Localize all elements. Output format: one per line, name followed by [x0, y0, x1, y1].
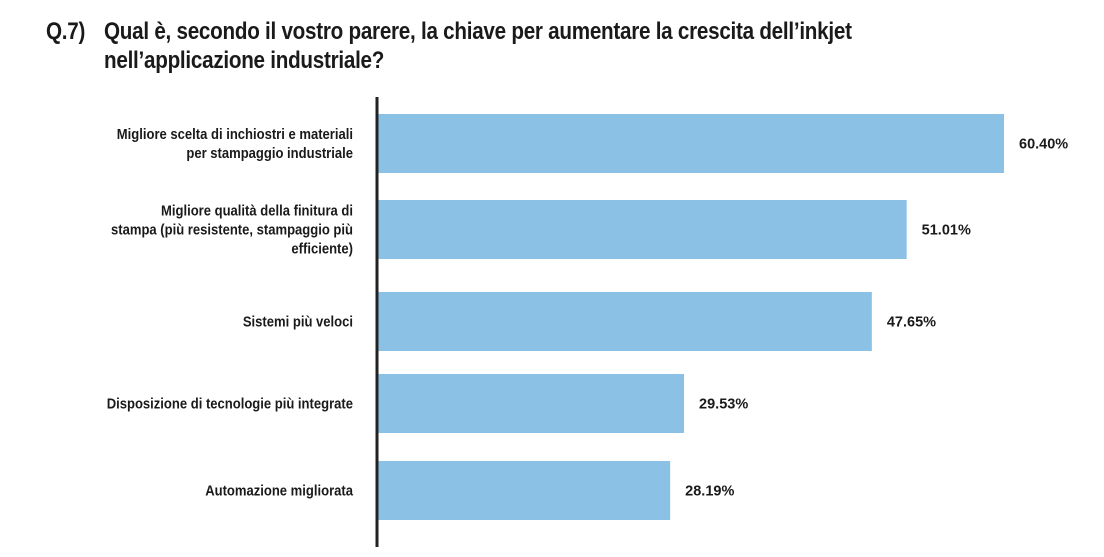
category-label: Sistemi più veloci — [243, 314, 353, 330]
bar — [378, 114, 1004, 173]
chart-title-line2: nell’applicazione industriale? — [104, 47, 385, 74]
category-label: per stampaggio industriale — [186, 145, 353, 161]
chart-title-line1: Qual è, secondo il vostro parere, la chi… — [104, 18, 852, 45]
bar — [378, 292, 872, 351]
value-label: 51.01% — [922, 223, 971, 239]
value-label: 28.19% — [685, 484, 734, 500]
question-number: Q.7) — [46, 18, 86, 45]
category-label: Automazione migliorata — [205, 483, 353, 499]
value-label: 60.40% — [1019, 137, 1068, 153]
category-label: Disposizione di tecnologie più integrate — [107, 396, 354, 412]
bar — [378, 200, 907, 259]
value-label: 47.65% — [887, 315, 936, 331]
bar — [378, 374, 685, 433]
value-label: 29.53% — [699, 397, 748, 413]
category-label: Migliore qualità della finitura di — [161, 203, 353, 219]
category-label: efficiente) — [291, 241, 353, 257]
category-label: stampa (più resistente, stampaggio più — [111, 222, 353, 238]
bar — [378, 461, 671, 520]
category-label: Migliore scelta di inchiostri e material… — [117, 126, 353, 142]
